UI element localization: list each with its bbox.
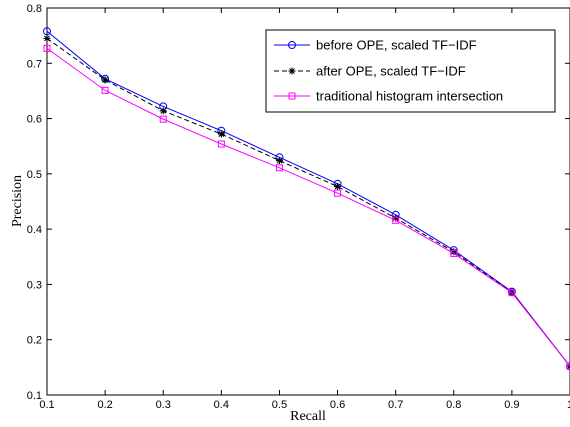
x-axis-label: Recall	[290, 409, 326, 424]
data-point	[43, 34, 51, 42]
y-tick-label: 0.6	[27, 114, 42, 126]
legend-label: after OPE, scaled TF−IDF	[316, 64, 466, 79]
y-tick-label: 0.5	[27, 169, 42, 181]
x-tick-label: 0.4	[214, 399, 229, 411]
data-point	[450, 249, 458, 257]
data-point	[217, 140, 225, 148]
legend: before OPE, scaled TF−IDF after OPE, scal…	[265, 29, 556, 113]
series-layer	[43, 27, 570, 371]
data-point	[275, 157, 283, 165]
series-2	[43, 34, 570, 370]
data-point	[508, 289, 516, 297]
data-point	[101, 86, 109, 94]
x-tick-label: 1	[567, 399, 570, 411]
series-3	[43, 44, 570, 370]
y-tick-label: 0.4	[27, 224, 42, 236]
data-point	[43, 44, 51, 52]
x-axis-ticks: 0.1 0.2 0.3 0.4 0.5 0.6 0.7 0.8 0.9 1	[39, 8, 570, 411]
legend-label: before OPE, scaled TF−IDF	[316, 38, 477, 53]
series-line	[46, 47, 570, 367]
legend-marker	[288, 67, 296, 75]
data-point	[217, 130, 225, 138]
data-point	[159, 115, 167, 123]
data-point	[334, 189, 342, 197]
legend-label: traditional histogram intersection	[316, 89, 503, 104]
y-axis-label: Precision	[10, 175, 25, 227]
y-tick-label: 0.7	[27, 58, 42, 70]
data-point	[275, 164, 283, 172]
data-point	[334, 183, 342, 191]
x-tick-label: 0.2	[97, 399, 112, 411]
y-tick-label: 0.3	[27, 279, 42, 291]
x-tick-label: 0.9	[504, 399, 519, 411]
legend-marker	[288, 41, 296, 49]
data-point	[43, 27, 51, 36]
y-tick-label: 0.8	[27, 3, 42, 15]
series-line	[46, 38, 570, 367]
y-tick-label: 0.1	[27, 390, 42, 402]
x-tick-label: 0.7	[388, 399, 403, 411]
legend-box	[265, 29, 556, 113]
x-tick-label: 0.5	[272, 399, 287, 411]
x-tick-label: 0.6	[330, 399, 345, 411]
legend-marker	[288, 92, 296, 100]
y-axis-ticks: 0.1 0.2 0.3 0.4 0.5 0.6 0.7 0.8	[27, 3, 570, 402]
y-tick-label: 0.2	[27, 335, 42, 347]
data-point	[392, 216, 400, 224]
data-point	[566, 362, 570, 370]
x-tick-label: 0.8	[446, 399, 461, 411]
x-tick-label: 0.3	[156, 399, 171, 411]
data-point	[101, 76, 109, 84]
data-point	[159, 107, 167, 115]
x-tick-label: 0.1	[39, 399, 54, 411]
series-line	[46, 30, 570, 367]
